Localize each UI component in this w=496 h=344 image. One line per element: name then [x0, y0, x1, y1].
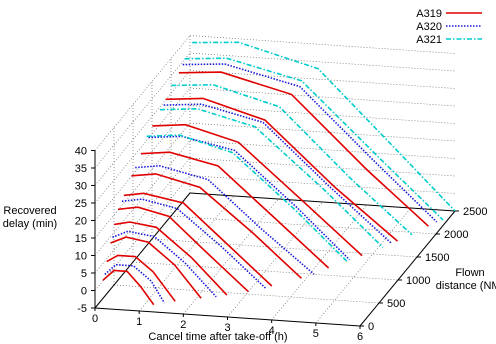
y-tick-label: 1000 — [406, 275, 430, 287]
grid-layer — [94, 35, 456, 327]
floor-gridline-x — [227, 201, 323, 318]
legend-label-A320: A320 — [416, 21, 442, 33]
backwall-gridline-z — [94, 175, 191, 291]
backwall-gridline-z — [94, 157, 191, 274]
floor-gridline-x — [315, 207, 412, 324]
series-line-A321 — [192, 41, 456, 212]
backwall-gridline-z — [94, 105, 191, 221]
backwall2-gridline-z — [189, 175, 456, 194]
floor-gridline-y — [170, 215, 437, 235]
y-tick-label: 500 — [387, 298, 405, 310]
series-line-A319 — [131, 173, 302, 279]
series-line-A319 — [118, 206, 249, 293]
z-tick-label: 35 — [75, 163, 87, 175]
backwall2-gridline-z — [189, 70, 456, 89]
tick-labels-layer: 0 1 2 3 4 5 605001000150020002500-505101520253… — [75, 146, 488, 344]
x-tick-label: 2 — [180, 319, 186, 331]
x-tick-label: 0 — [92, 313, 98, 325]
x-axis-label: Cancel time after take-off (h) — [148, 331, 287, 343]
x-tick-label: 1 — [136, 316, 142, 328]
z-tick-label: 30 — [75, 181, 87, 193]
series-line-A319 — [114, 221, 228, 296]
axes-layer — [91, 150, 459, 329]
z-axis-label: Recovered delay (min) — [3, 205, 57, 230]
floor-gridline-y — [132, 261, 399, 281]
series-line-A319 — [140, 151, 330, 269]
backwall2-gridline-z — [189, 157, 456, 177]
series-layer — [102, 41, 456, 306]
series-A320 — [104, 63, 438, 304]
series-line-A320 — [121, 198, 266, 289]
backwall2-gridline-z — [189, 35, 456, 54]
backwall-gridline-z — [94, 122, 191, 239]
backwall2-gridline-z — [189, 122, 456, 142]
series-line-A319 — [102, 269, 155, 306]
series-A321 — [146, 41, 456, 263]
y-tick-label: 1500 — [425, 252, 449, 264]
series-line-A320 — [148, 135, 351, 261]
z-tick-label: 5 — [81, 268, 87, 280]
y-tick-label: 0 — [368, 321, 374, 333]
floor-gridline-x — [271, 204, 367, 321]
series-line-A320 — [182, 63, 438, 223]
z-tick-label: -5 — [77, 303, 87, 315]
series-line-A320 — [135, 164, 315, 275]
series-line-A319 — [106, 254, 176, 302]
z-tick-label: 40 — [75, 146, 87, 158]
backwall-gridline-z — [94, 52, 191, 169]
backwall-gridline-z — [94, 140, 191, 256]
x-tick-label: 5 — [313, 328, 319, 340]
series-line-A321 — [146, 134, 349, 263]
backwall-gridline-z — [94, 70, 191, 186]
z-tick-label: 15 — [75, 233, 87, 245]
floor-gridline-x — [138, 195, 235, 312]
backwall2-gridline-z — [189, 105, 456, 124]
series-line-A321 — [171, 83, 413, 236]
series-line-A319 — [152, 123, 363, 257]
floor-gridline-y — [113, 284, 380, 304]
backwall2-gridline-z — [189, 52, 456, 72]
y-tick-label: 2500 — [463, 206, 487, 218]
z-tick-label: 0 — [81, 286, 87, 298]
backwall-gridline-z — [94, 35, 191, 151]
series-line-A320 — [112, 230, 217, 298]
legend-label-A321: A321 — [416, 34, 442, 46]
backwall2-gridline-z — [189, 87, 456, 107]
floor-left-edge — [94, 192, 191, 309]
x-tick-label: 6 — [357, 331, 363, 343]
series-line-A320 — [163, 103, 392, 244]
series-A319 — [102, 71, 429, 306]
z-tick-label: 10 — [75, 251, 87, 263]
y-tick-label: 2000 — [444, 229, 468, 241]
series-line-A319 — [123, 192, 273, 287]
series-line-A319 — [165, 97, 399, 242]
floor-back-edge — [189, 192, 456, 212]
z-tick-label: 25 — [75, 198, 87, 210]
series-line-A320 — [104, 263, 166, 304]
legend-label-A319: A319 — [416, 8, 442, 20]
x-tick-label: 3 — [224, 322, 230, 334]
series-line-A319 — [178, 71, 429, 227]
backwall-gridline-z — [94, 87, 191, 204]
x-tick-label: 4 — [269, 325, 275, 337]
series-line-A321 — [159, 107, 384, 248]
series-line-A319 — [110, 236, 202, 299]
y-axis-line — [359, 210, 456, 327]
series-line-A321 — [184, 57, 444, 221]
z-tick-label: 20 — [75, 216, 87, 228]
